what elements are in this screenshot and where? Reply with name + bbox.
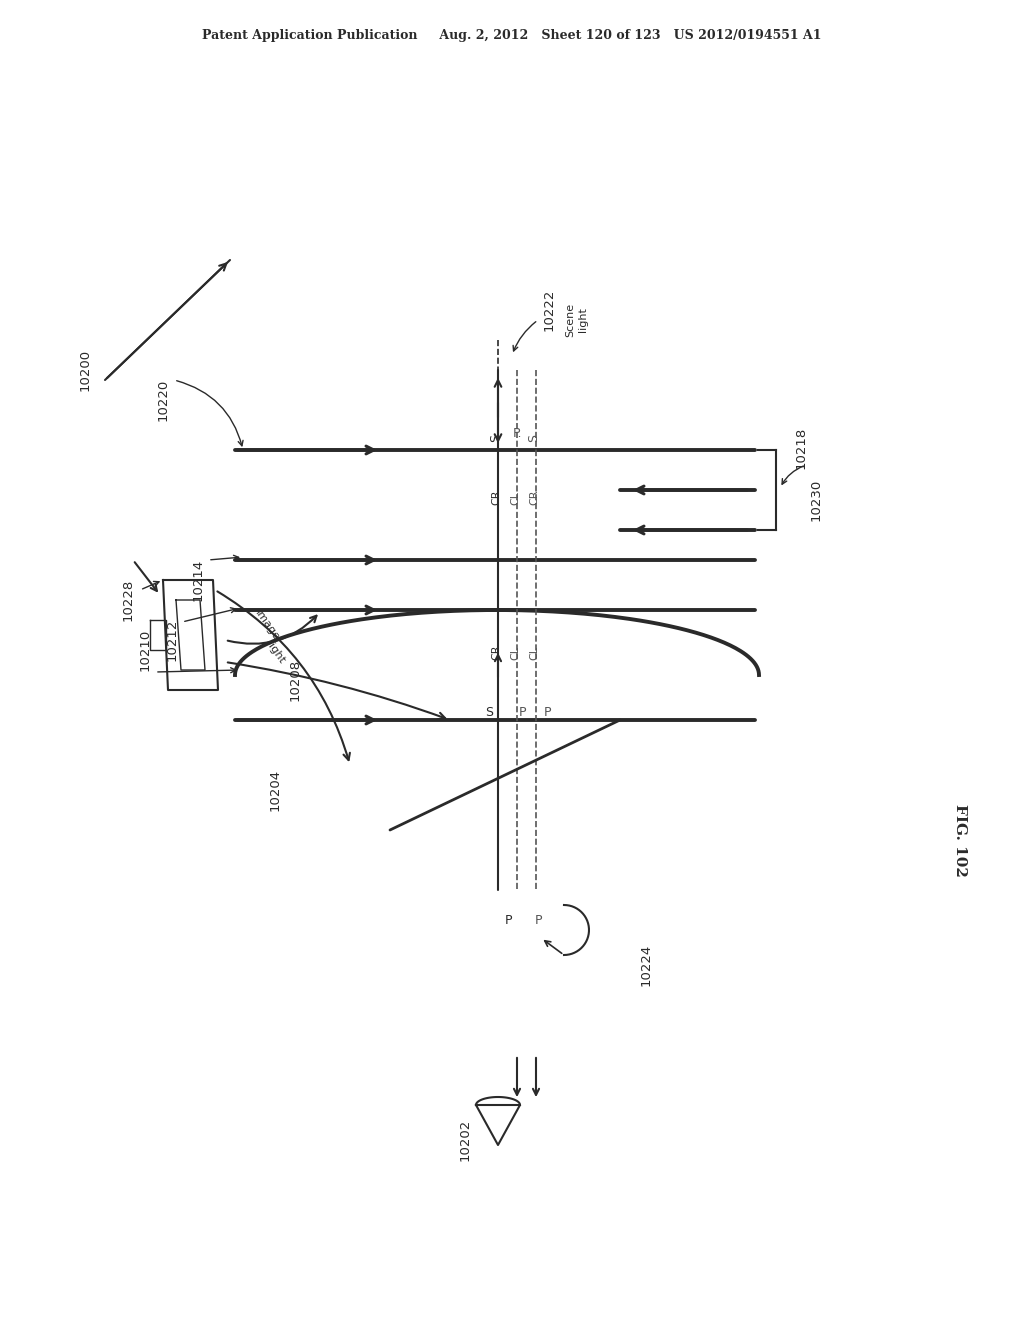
Text: 10202: 10202 [459,1119,471,1162]
Text: CR: CR [490,644,501,660]
Text: CR: CR [490,490,501,506]
Text: 10218: 10218 [795,426,808,469]
Text: Scene: Scene [565,302,575,337]
Text: 10220: 10220 [157,379,170,421]
Text: 10212: 10212 [166,619,178,661]
Text: 10210: 10210 [138,628,152,671]
Text: CL: CL [510,491,520,506]
Text: CR: CR [529,490,539,506]
Text: light: light [578,308,588,333]
Text: Image: Image [253,607,282,643]
Text: S: S [527,434,541,442]
Text: P: P [535,913,542,927]
Text: P.: P. [512,426,522,440]
Text: CL: CL [529,645,539,660]
Text: Patent Application Publication     Aug. 2, 2012   Sheet 120 of 123   US 2012/019: Patent Application Publication Aug. 2, 2… [203,29,821,41]
Text: P: P [544,706,552,719]
Text: 10204: 10204 [268,770,282,810]
Text: S: S [489,434,503,442]
Text: 10224: 10224 [640,944,653,986]
Text: 10222: 10222 [543,289,555,331]
Text: 10208: 10208 [289,659,301,701]
Text: FIG. 102: FIG. 102 [953,804,967,876]
Text: S: S [485,706,493,719]
Text: light: light [264,639,287,665]
Text: 10228: 10228 [122,579,134,622]
Text: P: P [505,913,513,927]
Text: 10214: 10214 [191,558,205,601]
Text: 10230: 10230 [810,479,823,521]
Text: P: P [519,706,526,719]
Text: CL: CL [510,645,520,660]
Text: 10200: 10200 [79,348,91,391]
